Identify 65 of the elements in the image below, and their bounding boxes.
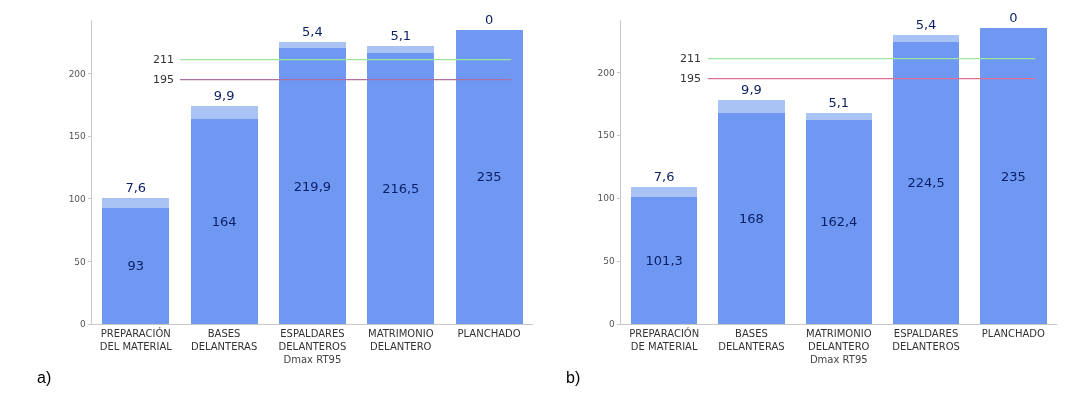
x-tick-label: PREPARACIÓN DEL MATERIAL xyxy=(99,327,173,353)
ref-line-label: 211 xyxy=(680,52,701,65)
bar xyxy=(367,52,435,325)
data-label: 5,1 xyxy=(390,28,412,44)
bar xyxy=(102,207,170,325)
data-label: 0 xyxy=(1009,10,1018,26)
bar xyxy=(980,28,1047,325)
y-tick-label: 0 xyxy=(80,319,87,330)
ref-line-label: 195 xyxy=(680,72,701,85)
bar xyxy=(892,34,960,42)
y-tick-label: 50 xyxy=(74,256,87,267)
bar xyxy=(190,118,258,325)
y-tick-label: 200 xyxy=(597,67,615,78)
data-label: 219,9 xyxy=(293,178,332,194)
x-tick-label: BASES DELANTERAS xyxy=(190,328,258,353)
data-label: 5,4 xyxy=(302,23,323,39)
x-tick-label: BASES DELANTERAS xyxy=(718,328,785,353)
x-tick-label: ESPALDARES DELANTEROS xyxy=(278,328,347,353)
data-label: 164 xyxy=(211,213,237,229)
data-label: 5,4 xyxy=(915,16,937,32)
data-label: 9,9 xyxy=(741,82,762,98)
data-label: 162,4 xyxy=(820,214,858,230)
bar xyxy=(718,112,785,325)
x-tick-label: PREPARACIÓN DE MATERIAL xyxy=(629,327,700,353)
y-tick-label: 100 xyxy=(68,193,87,204)
bar xyxy=(805,113,872,120)
bar xyxy=(631,196,698,325)
bar xyxy=(367,46,435,53)
data-label: 216,5 xyxy=(382,180,420,196)
y-tick-label: 100 xyxy=(597,193,615,204)
x-tick-label: ESPALDARES DELANTEROS xyxy=(892,328,960,353)
y-tick-label: 50 xyxy=(603,256,615,267)
data-label: 9,9 xyxy=(213,88,235,104)
data-label: 224,5 xyxy=(907,175,945,191)
x-tick-label: PLANCHADO xyxy=(981,328,1046,340)
bar xyxy=(805,119,872,325)
y-tick-label: 200 xyxy=(68,68,87,79)
bar xyxy=(631,187,698,197)
y-tick-label: 150 xyxy=(597,130,615,141)
data-label: 7,6 xyxy=(653,169,675,185)
data-label: 168 xyxy=(739,210,764,226)
y-tick-label: 0 xyxy=(608,319,615,330)
text: b) xyxy=(566,369,581,386)
y-tick-label: 150 xyxy=(68,131,87,142)
ref-line-label: 195 xyxy=(153,73,174,86)
x-tick-label: PLANCHADO xyxy=(457,328,521,340)
bar xyxy=(102,197,170,208)
x-tick-label: MATRIMONIO DELANTERO xyxy=(368,328,434,353)
data-label: 7,6 xyxy=(125,179,147,195)
data-label: 101,3 xyxy=(645,252,683,268)
ref-line-label: 211 xyxy=(153,53,174,66)
bar xyxy=(455,29,523,325)
x-tick-label: MATRIMONIO DELANTERO xyxy=(806,328,872,353)
bar xyxy=(190,106,258,119)
bar xyxy=(718,100,785,113)
x-axis-title: Dmax RT95 xyxy=(809,353,868,365)
bar xyxy=(892,41,960,325)
x-axis-title: Dmax RT95 xyxy=(283,353,342,365)
data-label: 5,1 xyxy=(828,95,850,111)
text: a) xyxy=(37,369,52,386)
data-label: 93 xyxy=(127,258,145,274)
data-label: 235 xyxy=(476,169,502,185)
bar xyxy=(278,48,346,325)
data-label: 0 xyxy=(484,11,494,27)
data-label: 235 xyxy=(1000,168,1026,184)
